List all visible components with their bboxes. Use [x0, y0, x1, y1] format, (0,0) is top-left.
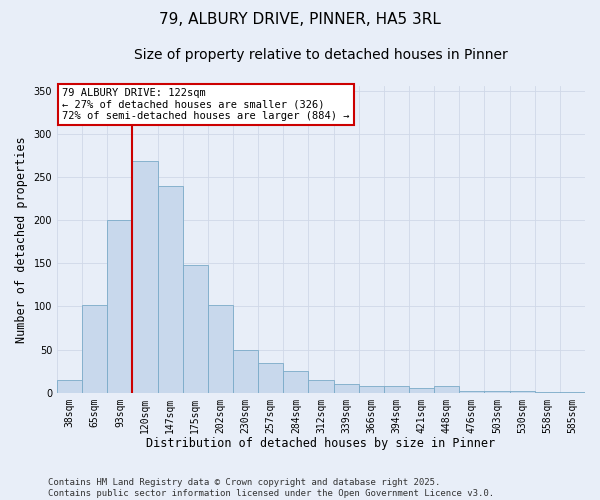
Bar — [308, 380, 334, 392]
Bar — [208, 304, 233, 392]
Text: 79, ALBURY DRIVE, PINNER, HA5 3RL: 79, ALBURY DRIVE, PINNER, HA5 3RL — [159, 12, 441, 28]
X-axis label: Distribution of detached houses by size in Pinner: Distribution of detached houses by size … — [146, 437, 496, 450]
Bar — [409, 388, 434, 392]
Bar — [509, 391, 535, 392]
Bar — [82, 304, 107, 392]
Text: 79 ALBURY DRIVE: 122sqm
← 27% of detached houses are smaller (326)
72% of semi-d: 79 ALBURY DRIVE: 122sqm ← 27% of detache… — [62, 88, 350, 121]
Y-axis label: Number of detached properties: Number of detached properties — [15, 136, 28, 343]
Bar — [133, 162, 158, 392]
Bar — [459, 391, 484, 392]
Bar — [183, 265, 208, 392]
Text: Contains HM Land Registry data © Crown copyright and database right 2025.
Contai: Contains HM Land Registry data © Crown c… — [48, 478, 494, 498]
Bar — [233, 350, 258, 393]
Bar — [484, 391, 509, 392]
Bar — [258, 362, 283, 392]
Title: Size of property relative to detached houses in Pinner: Size of property relative to detached ho… — [134, 48, 508, 62]
Bar — [434, 386, 459, 392]
Bar — [107, 220, 133, 392]
Bar — [384, 386, 409, 392]
Bar — [359, 386, 384, 392]
Bar — [158, 186, 183, 392]
Bar — [334, 384, 359, 392]
Bar — [283, 371, 308, 392]
Bar — [57, 380, 82, 392]
